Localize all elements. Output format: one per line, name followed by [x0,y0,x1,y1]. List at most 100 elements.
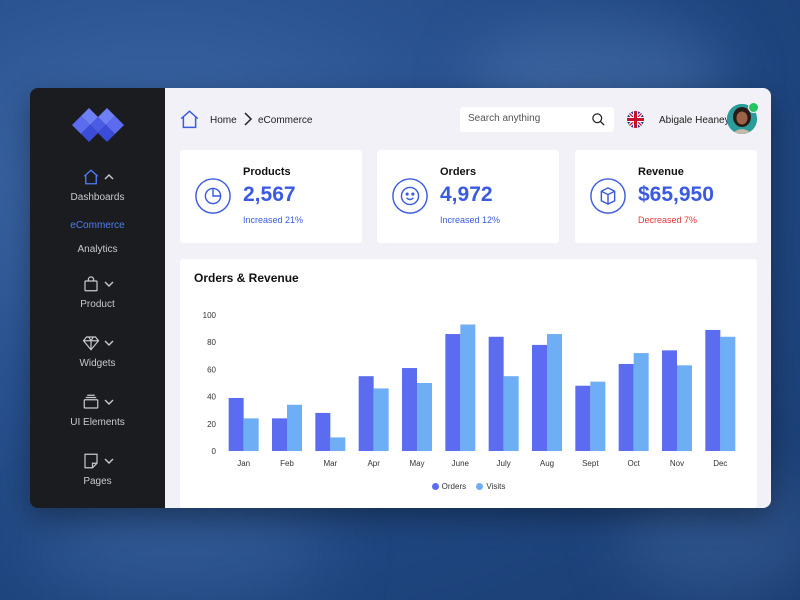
chart-legend: Orders Visits [180,482,757,492]
uk-flag-icon[interactable] [627,111,644,128]
chevron-down-icon[interactable] [104,456,114,466]
nav-ui-elements[interactable]: UI Elements [30,391,165,428]
bar-orders-aug[interactable] [532,344,547,451]
diamond-icon [82,336,99,351]
bar-orders-apr[interactable] [358,376,374,451]
main-content: Home eCommerce Abigale Heaney [165,88,771,508]
legend-swatch [476,483,484,490]
x-tick-label: Feb [280,459,294,468]
x-tick-label: Sept [582,459,599,468]
nav-label: UI Elements [70,417,125,428]
nav-label: Product [80,299,115,310]
stat-title: Orders [440,166,477,178]
bar-visits-nov[interactable] [677,365,692,451]
x-tick-label: July [497,459,511,468]
nav-label: Dashboards [70,192,125,203]
nav-widgets[interactable]: Widgets [30,332,165,369]
nav-label: Pages [83,476,112,487]
stat-card-revenue: Revenue $65,950 Decreased 7% [575,150,757,243]
bar-visits-dec[interactable] [720,336,736,451]
stat-card-orders: Orders 4,972 Increased 12% [377,150,559,243]
bar-orders-may[interactable] [402,368,417,451]
bar-visits-june[interactable] [460,324,476,451]
x-tick-label: Aug [540,459,554,468]
smiley-icon [392,178,428,214]
pie-chart-icon [195,178,231,214]
bar-visits-aug[interactable] [547,334,562,451]
stat-title: Revenue [638,166,684,178]
legend-item-visits[interactable]: Visits [476,482,505,491]
y-tick-label: 60 [207,365,216,374]
online-status-dot [748,102,759,113]
chevron-down-icon[interactable] [104,397,114,407]
chart-title: Orders & Revenue [194,271,299,285]
legend-swatch [431,483,439,490]
chevron-up-icon[interactable] [104,172,114,182]
bar-orders-oct[interactable] [618,363,634,451]
x-tick-label: May [409,459,424,468]
x-tick-label: Nov [670,459,684,468]
stat-card-products: Products 2,567 Increased 21% [180,150,362,243]
bar-visits-feb[interactable] [287,404,302,451]
bar-visits-apr[interactable] [373,388,389,451]
bar-orders-nov[interactable] [662,350,677,451]
y-tick-label: 0 [212,447,217,456]
nav-dashboards[interactable]: Dashboards [30,166,165,203]
bar-orders-june[interactable] [445,334,461,451]
logo[interactable] [72,108,124,142]
stat-value: 4,972 [440,183,493,206]
sub-item-analytics[interactable]: Analytics [77,244,118,255]
bar-orders-july[interactable] [488,336,504,451]
home-icon[interactable] [179,109,200,130]
y-tick-label: 80 [207,338,216,347]
bar-orders-mar[interactable] [315,412,331,451]
chevron-right-icon [244,112,253,126]
bar-visits-jan[interactable] [243,418,259,451]
shopping-bag-icon [83,276,98,292]
legend-label: Visits [486,482,506,491]
y-tick-label: 40 [207,393,216,402]
nav-pages[interactable]: Pages [30,450,165,487]
bar-visits-mar[interactable] [330,437,346,451]
user-name[interactable]: Abigale Heaney [659,115,730,126]
search-input[interactable] [466,112,590,125]
stat-change: Decreased 7% [638,215,698,225]
y-tick-label: 100 [203,311,217,320]
stat-value: 2,567 [243,183,296,206]
x-tick-label: June [452,459,470,468]
bar-visits-may[interactable] [417,383,432,451]
home-icon [83,169,98,185]
orders-revenue-chart-card: Orders & Revenue 0 20 40 60 80 100 Jan Feb Mar Ap… [180,259,757,508]
legend-item-orders[interactable]: Orders [431,482,467,491]
legend-label: Orders [441,482,467,491]
bar-orders-sept[interactable] [575,385,591,451]
breadcrumb-home[interactable]: Home [210,115,237,126]
bar-visits-oct[interactable] [633,353,649,451]
app-window: Dashboards eCommerce Analytics Product W… [30,88,771,508]
bar-chart: 0 20 40 60 80 100 Jan Feb Mar Apr May June July Aug Se… [203,311,736,468]
layers-icon [83,394,98,409]
x-tick-label: Mar [323,459,337,468]
pages-icon [83,453,98,469]
bar-orders-jan[interactable] [228,397,244,451]
chevron-down-icon[interactable] [104,279,114,289]
topbar: Home eCommerce Abigale Heaney [165,88,771,150]
x-tick-label: Oct [627,459,640,468]
bar-visits-july[interactable] [503,376,519,451]
sub-item-ecommerce[interactable]: eCommerce [70,220,125,231]
x-tick-label: Jan [237,459,250,468]
sidebar: Dashboards eCommerce Analytics Product W… [30,88,165,508]
nav-product[interactable]: Product [30,273,165,310]
search-icon[interactable] [591,112,606,127]
chevron-down-icon[interactable] [104,338,114,348]
x-tick-label: Apr [367,459,380,468]
nav-label: Widgets [79,358,116,369]
stat-title: Products [243,166,291,178]
stat-value: $65,950 [638,183,714,206]
stat-change: Increased 21% [243,215,304,225]
breadcrumb-current: eCommerce [258,115,313,126]
bar-visits-sept[interactable] [590,381,606,451]
x-tick-label: Dec [713,459,727,468]
bar-orders-dec[interactable] [705,329,721,451]
bar-orders-feb[interactable] [272,418,287,451]
